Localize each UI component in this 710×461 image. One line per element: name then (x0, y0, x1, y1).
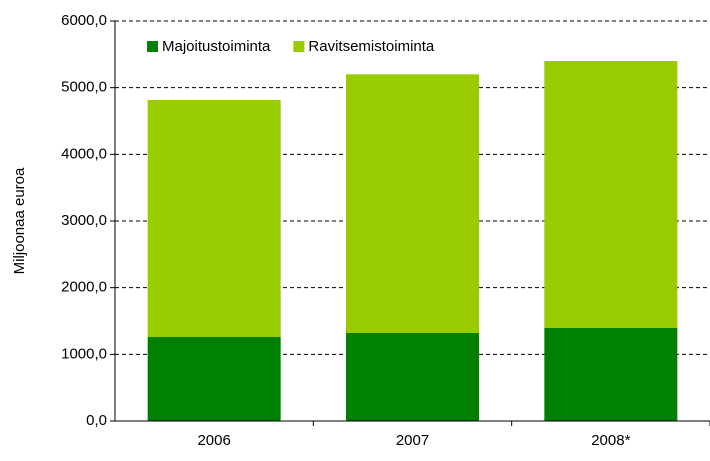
bar-segment (147, 100, 281, 337)
y-tick-label: 3000,0 (61, 212, 107, 229)
y-tick-label: 6000,0 (61, 12, 107, 29)
y-tick-label: 5000,0 (61, 79, 107, 96)
bar-segment (544, 328, 678, 421)
y-tick-label: 2000,0 (61, 279, 107, 296)
legend-label: Ravitsemistoiminta (308, 38, 435, 55)
bar-segment (544, 61, 678, 328)
y-axis-label: Miljoonaa euroa (11, 167, 28, 274)
bar-segment (147, 337, 281, 421)
bar-segment (346, 74, 479, 333)
y-tick-label: 0,0 (86, 412, 107, 429)
x-tick-label: 2008* (591, 432, 630, 449)
bar-segment (346, 333, 479, 421)
x-tick-label: 2007 (396, 432, 429, 449)
y-tick-label: 1000,0 (61, 345, 107, 362)
legend-label: Majoitustoiminta (162, 38, 271, 55)
y-tick-label: 4000,0 (61, 145, 107, 162)
legend-swatch (147, 41, 158, 52)
x-tick-label: 2006 (197, 432, 230, 449)
legend-swatch (293, 41, 305, 52)
